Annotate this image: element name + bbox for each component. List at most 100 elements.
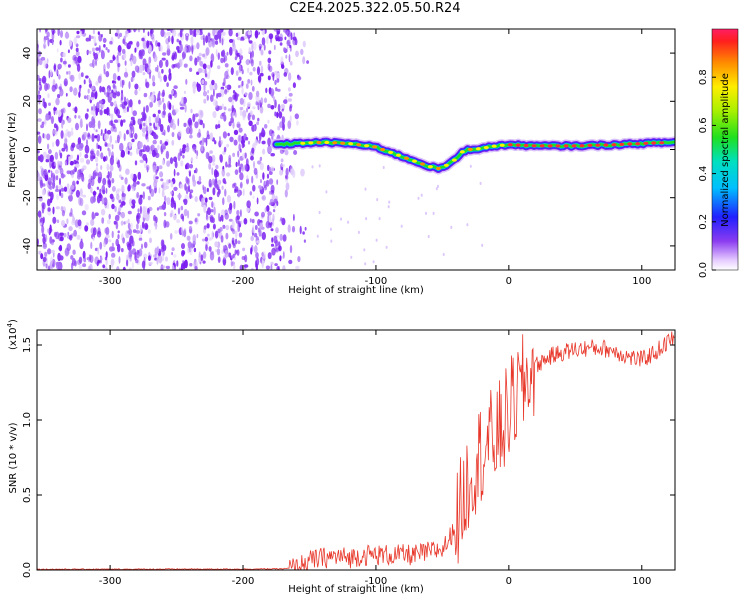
noise-point: [194, 196, 198, 203]
noise-point: [204, 236, 208, 242]
noise-point: [181, 226, 184, 235]
noise-point: [125, 230, 130, 239]
noise-point: [287, 224, 291, 233]
noise-point: [235, 215, 239, 224]
noise-point: [44, 171, 49, 176]
noise-point: [183, 229, 187, 238]
noise-point: [170, 94, 173, 100]
noise-point: [108, 148, 111, 157]
noise-point: [223, 111, 226, 116]
noise-point: [71, 142, 76, 148]
noise-point: [176, 172, 180, 176]
noise-point: [215, 171, 220, 178]
noise-point: [260, 132, 265, 137]
noise-point: [159, 171, 164, 178]
noise-point: [79, 197, 84, 207]
noise-point: [191, 157, 194, 162]
noise-point: [197, 67, 203, 74]
noise-point: [180, 99, 183, 104]
noise-point: [136, 147, 139, 155]
noise-point: [99, 188, 102, 194]
noise-point: [77, 219, 82, 227]
noise-point: [139, 205, 142, 215]
noise-point: [48, 191, 52, 197]
noise-point: [228, 96, 233, 103]
noise-point: [37, 135, 42, 144]
noise-point: [283, 29, 288, 33]
noise-point: [171, 131, 175, 138]
noise-point: [122, 108, 127, 114]
noise-point: [178, 58, 183, 68]
noise-point: [50, 170, 53, 179]
noise-point: [88, 34, 92, 42]
noise-point: [275, 247, 279, 253]
noise-point: [242, 110, 247, 118]
noise-point: [171, 54, 175, 61]
noise-point: [136, 217, 140, 224]
noise-point: [276, 111, 279, 119]
noise-point: [98, 45, 101, 53]
noise-point: [47, 207, 51, 212]
noise-point: [238, 127, 243, 133]
noise-point: [264, 207, 267, 213]
noise-point: [142, 132, 146, 137]
noise-point: [137, 29, 141, 33]
noise-point: [260, 49, 264, 56]
noise-point: [154, 247, 158, 256]
noise-point: [75, 47, 79, 52]
noise-point: [106, 267, 109, 270]
noise-point: [139, 64, 143, 74]
noise-point: [92, 196, 96, 203]
noise-point: [228, 243, 232, 249]
noise-point: [227, 132, 230, 137]
noise-point: [185, 145, 190, 153]
noise-point: [165, 256, 168, 262]
noise-point: [151, 149, 156, 158]
noise-point: [143, 241, 148, 249]
noise-point: [145, 133, 149, 140]
noise-point: [42, 151, 48, 159]
noise-point: [223, 146, 227, 153]
noise-point: [121, 48, 126, 55]
noise-point: [257, 75, 262, 83]
noise-point: [111, 114, 114, 121]
noise-point: [138, 141, 143, 149]
noise-point: [122, 237, 125, 244]
noise-point: [102, 37, 107, 43]
noise-point: [117, 188, 121, 192]
noise-point: [231, 183, 235, 189]
noise-point: [105, 234, 110, 239]
noise-point: [109, 40, 113, 45]
noise-point: [297, 256, 301, 263]
noise-point: [188, 220, 193, 225]
noise-point: [59, 255, 64, 261]
noise-point: [117, 45, 122, 53]
noise-point: [183, 63, 188, 68]
noise-point: [288, 54, 291, 63]
noise-point: [249, 191, 252, 196]
noise-point: [129, 249, 133, 257]
noise-point: [61, 120, 64, 129]
noise-point: [55, 206, 60, 210]
noise-point: [107, 178, 111, 186]
noise-point: [290, 32, 293, 41]
noise-point: [39, 154, 44, 163]
noise-point: [196, 132, 202, 138]
noise-point: [235, 93, 238, 102]
noise-point: [226, 172, 231, 177]
noise-point: [113, 128, 117, 133]
noise-point: [38, 51, 42, 57]
noise-point: [96, 186, 100, 190]
noise-point: [111, 242, 114, 248]
noise-point: [267, 252, 272, 260]
noise-point: [55, 185, 59, 190]
noise-point: [68, 156, 72, 162]
noise-point: [170, 181, 174, 188]
noise-point: [78, 256, 83, 264]
noise-point: [66, 170, 71, 175]
noise-point: [285, 54, 288, 59]
noise-point: [56, 261, 61, 270]
noise-point: [206, 134, 211, 140]
noise-point: [286, 43, 289, 50]
noise-point: [143, 253, 148, 259]
